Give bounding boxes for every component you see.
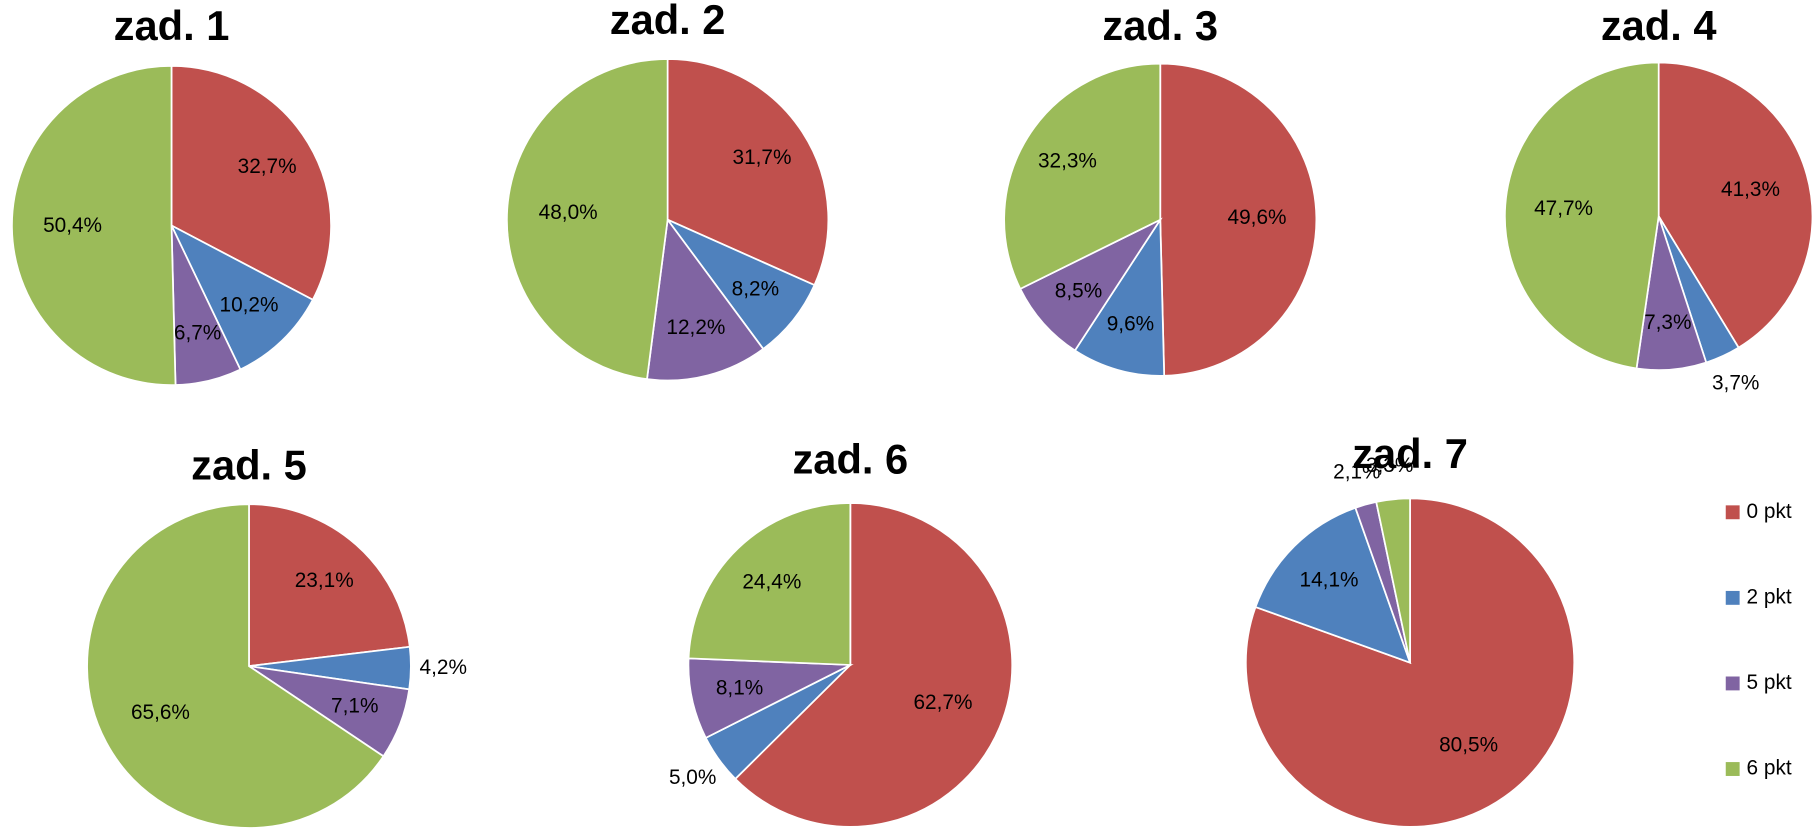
pie-slice [1003,62,1162,291]
pie-slice [1073,216,1166,377]
data-label: 3,7% [1712,371,1759,394]
data-label: 48,0% [539,201,598,224]
pie-slice [666,58,830,287]
chart-title: zad. 3 [1102,2,1218,49]
pie-slice [1019,217,1163,352]
data-label: 65,6% [131,701,190,724]
data-label: 10,2% [220,293,279,316]
pie-slice [506,58,669,381]
chart-title: zad. 1 [114,2,230,49]
data-label: 62,7% [913,691,972,714]
legend-label: 0 pkt [1747,500,1792,523]
pie-slice [169,223,314,371]
chart-title: zad. 5 [191,441,307,488]
chart-title: zad. 7 [1352,430,1468,477]
pie-slice [1375,497,1411,663]
data-label: 8,5% [1055,280,1102,303]
data-label: 32,7% [238,155,297,178]
data-label: 47,7% [1534,197,1593,220]
chart-title: zad. 6 [792,436,908,483]
data-label: 14,1% [1300,569,1359,592]
pie-slice [687,502,852,666]
pie-slice [1254,506,1412,665]
legend-swatch [1725,590,1740,605]
pie-slice [1159,62,1318,377]
data-label: 5,0% [669,766,716,789]
legend-swatch [1725,505,1740,520]
data-label: 49,6% [1228,206,1287,229]
pie-slice [734,502,1014,828]
data-label: 7,1% [331,694,378,717]
legend-label: 2 pkt [1747,585,1792,608]
pie-slice [248,503,411,668]
pie-slice [11,65,177,386]
data-label: 32,3% [1038,150,1097,173]
legend-label: 6 pkt [1747,757,1792,780]
pie-slice [1504,61,1660,370]
chart-title: zad. 4 [1601,2,1717,49]
pie-slice [170,65,332,301]
data-label: 8,2% [732,278,779,301]
pie-slice [86,503,385,828]
pie-slice [646,217,765,382]
pie-slice [1657,61,1814,349]
chart-title: zad. 2 [610,0,726,43]
data-label: 41,3% [1721,178,1780,201]
data-label: 4,2% [420,656,467,679]
data-label: 31,7% [733,146,792,169]
data-label: 3,3% [1366,454,1413,477]
data-label: 8,1% [716,676,763,699]
data-label: 2,1% [1333,460,1380,483]
data-label: 12,2% [666,316,725,339]
legend-swatch [1725,676,1740,691]
data-label: 24,4% [742,571,801,594]
data-label: 23,1% [295,569,354,592]
data-label: 80,5% [1439,733,1498,756]
data-label: 9,6% [1107,312,1154,335]
legend-label: 5 pkt [1747,671,1792,694]
data-label: 7,3% [1644,311,1691,334]
legend-swatch [1725,762,1740,776]
data-label: 50,4% [43,214,102,237]
data-label: 6,7% [174,322,221,345]
